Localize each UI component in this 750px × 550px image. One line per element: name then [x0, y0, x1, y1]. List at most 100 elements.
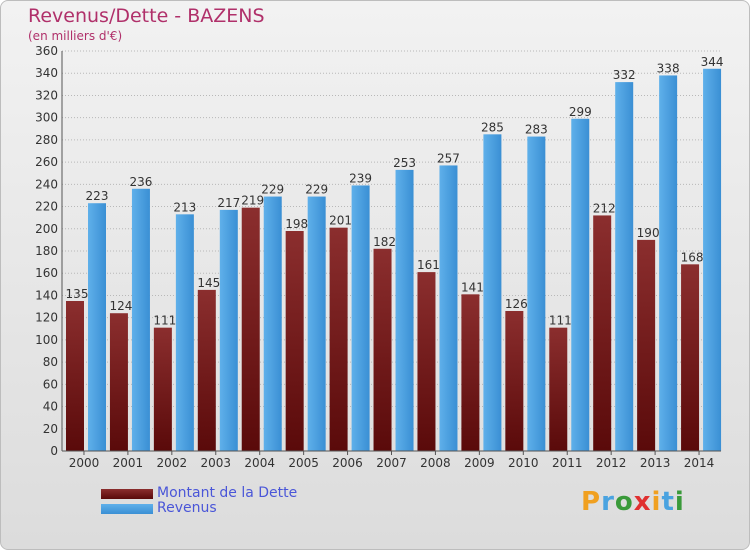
debt-bar: [461, 294, 480, 451]
y-tick-label: 320: [35, 88, 58, 102]
revenue-value-label: 236: [129, 175, 152, 189]
x-tick-label: 2009: [464, 456, 495, 470]
debt-value-label: 111: [549, 314, 572, 328]
debt-value-label: 190: [637, 226, 660, 240]
debt-bar: [153, 327, 172, 451]
revenue-bar: [263, 196, 282, 451]
revenue-value-label: 229: [305, 183, 328, 197]
logo-letter: P: [581, 487, 602, 517]
debt-value-label: 201: [329, 214, 352, 228]
legend-swatch-revenue: [101, 504, 153, 514]
debt-bar: [241, 207, 260, 451]
revenue-value-label: 213: [173, 200, 196, 214]
revenue-value-label: 223: [86, 189, 109, 203]
y-tick-label: 40: [43, 400, 58, 414]
revenue-bar: [395, 169, 414, 451]
x-tick-label: 2007: [376, 456, 407, 470]
revenue-bar: [571, 118, 590, 452]
logo-letter: i: [651, 487, 662, 517]
revenue-value-label: 332: [613, 68, 636, 82]
debt-value-label: 168: [681, 250, 704, 264]
revenue-value-label: 283: [525, 123, 548, 137]
revenue-bar: [307, 196, 326, 451]
proxiti-logo: Proxiti: [581, 487, 685, 517]
y-tick-label: 180: [35, 244, 58, 258]
revenue-bar: [175, 214, 194, 451]
chart-subtitle: (en milliers d'€): [28, 29, 123, 43]
y-tick-label: 300: [35, 111, 58, 125]
legend-swatch-debt: [101, 489, 153, 499]
debt-value-label: 111: [153, 314, 176, 328]
y-tick-label: 360: [35, 44, 58, 58]
y-tick-label: 100: [35, 333, 58, 347]
y-tick-label: 80: [43, 355, 58, 369]
revenue-value-label: 338: [657, 61, 680, 75]
y-tick-label: 160: [35, 266, 58, 280]
logo-letter: i: [674, 487, 685, 517]
bars: [66, 68, 722, 452]
y-tick-label: 60: [43, 377, 58, 391]
x-tick-label: 2003: [200, 456, 231, 470]
revenue-bar: [439, 165, 458, 451]
revenue-value-label: 257: [437, 151, 460, 165]
revenue-bar: [703, 68, 722, 452]
x-tick-label: 2005: [288, 456, 319, 470]
debt-bar: [285, 231, 304, 451]
y-tick-label: 240: [35, 177, 58, 191]
debt-value-label: 182: [373, 235, 396, 249]
debt-bar: [681, 264, 700, 451]
debt-value-label: 212: [593, 201, 616, 215]
revenue-bar: [88, 203, 106, 451]
debt-bar: [197, 289, 216, 451]
logo-letter: t: [661, 487, 675, 517]
y-tick-label: 120: [35, 311, 58, 325]
debt-bar: [109, 313, 128, 451]
y-tick-label: 220: [35, 200, 58, 214]
x-tick-label: 2011: [552, 456, 583, 470]
x-tick-label: 2004: [244, 456, 275, 470]
logo-letter: o: [614, 487, 634, 517]
revenue-bar: [483, 134, 502, 452]
revenue-value-label: 253: [393, 156, 416, 170]
debt-bar: [66, 301, 84, 451]
debt-value-label: 219: [241, 194, 264, 208]
debt-value-label: 124: [109, 299, 132, 313]
x-tick-label: 2012: [596, 456, 627, 470]
x-tick-label: 2002: [157, 456, 188, 470]
debt-bar: [329, 227, 348, 451]
revenue-bar: [615, 82, 634, 451]
revenue-bar: [527, 136, 546, 452]
y-tick-label: 340: [35, 66, 58, 80]
x-tick-label: 2008: [420, 456, 451, 470]
revenue-value-label: 285: [481, 120, 504, 134]
debt-value-label: 145: [197, 276, 220, 290]
debt-bar: [417, 272, 436, 451]
y-tick-label: 280: [35, 133, 58, 147]
logo-letter: r: [601, 487, 615, 517]
debt-value-label: 126: [505, 297, 528, 311]
revenue-bar: [219, 209, 238, 451]
legend-label-debt: Montant de la Dette: [157, 485, 298, 501]
legend-item-revenue: Revenus: [101, 500, 361, 517]
revenue-bar: [131, 188, 150, 451]
revenue-value-label: 299: [569, 105, 592, 119]
debt-value-label: 141: [461, 280, 484, 294]
legend-item-debt: Montant de la Dette: [101, 485, 361, 502]
debt-bar: [549, 327, 568, 451]
y-tick-label: 20: [43, 422, 58, 436]
revenue-value-label: 344: [701, 55, 724, 69]
debt-bar: [373, 248, 392, 451]
x-tick-label: 2013: [640, 456, 671, 470]
debt-bar: [593, 215, 612, 451]
chart-title: Revenus/Dette - BAZENS: [28, 5, 265, 27]
x-tick-label: 2010: [508, 456, 539, 470]
debt-value-label: 135: [66, 287, 89, 301]
y-tick-label: 140: [35, 288, 58, 302]
revenue-value-label: 239: [349, 171, 372, 185]
x-tick-label: 2000: [69, 456, 100, 470]
x-tick-label: 2014: [684, 456, 715, 470]
revenue-value-label: 217: [217, 196, 240, 210]
x-tick-label: 2001: [113, 456, 144, 470]
revenue-value-label: 229: [261, 183, 284, 197]
